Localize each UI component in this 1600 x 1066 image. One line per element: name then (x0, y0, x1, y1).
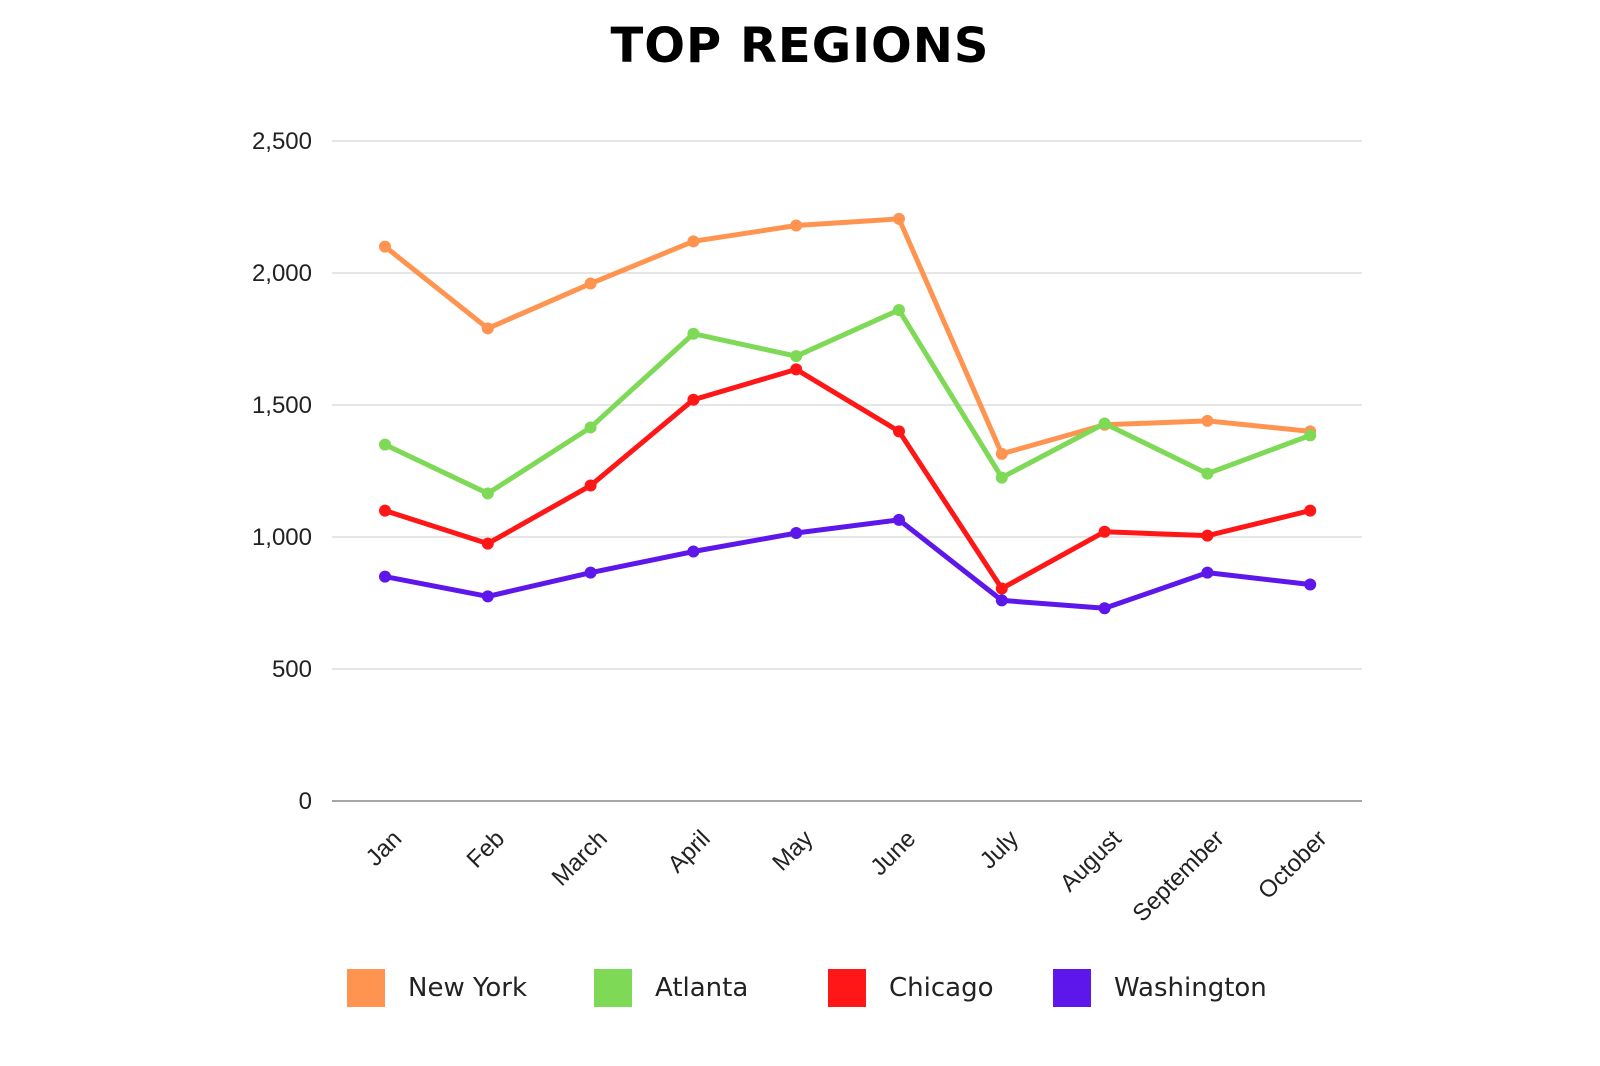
series-path (382, 366, 1313, 591)
data-point (1098, 525, 1111, 538)
data-point (1098, 417, 1111, 430)
x-tick-label: June (865, 825, 921, 881)
y-tick-label: 500 (272, 656, 312, 683)
x-tick-label: July (975, 825, 1024, 874)
data-point (790, 219, 803, 232)
data-point (687, 393, 700, 406)
legend-entry: New York (347, 969, 527, 1007)
data-point (481, 487, 494, 500)
x-tick-label: March (547, 825, 613, 891)
data-point (687, 545, 700, 558)
x-tick-label: September (1128, 825, 1230, 927)
x-tick-label: Jan (361, 825, 407, 871)
data-point (893, 212, 905, 225)
data-point (790, 527, 803, 540)
data-point (1201, 414, 1214, 427)
y-tick-label: 2,000 (252, 260, 312, 287)
data-point (584, 479, 597, 492)
data-point (687, 235, 700, 248)
data-point (584, 421, 597, 434)
series-line (379, 303, 1317, 500)
data-point (379, 438, 391, 451)
data-point (893, 303, 905, 316)
series-line (379, 363, 1317, 595)
x-axis-ticks: Jan Feb March April May June July August Septemb… (361, 825, 1333, 927)
legend: New York Atlanta Chicago Washington (347, 969, 1267, 1007)
y-tick-label: 2,500 (252, 128, 312, 155)
data-point (481, 590, 494, 603)
y-tick-label: 1,000 (252, 524, 312, 551)
data-point (995, 447, 1008, 460)
data-point (1201, 529, 1214, 542)
data-point (790, 363, 803, 376)
data-point (893, 425, 905, 438)
x-tick-label: May (767, 825, 818, 876)
series-path (382, 307, 1313, 496)
legend-entry: Atlanta (594, 969, 748, 1007)
data-point (584, 277, 597, 290)
data-point (1304, 504, 1317, 517)
series-lines (379, 212, 1317, 615)
data-point (379, 570, 391, 583)
data-point (1201, 467, 1214, 480)
data-point (481, 322, 494, 335)
data-point (995, 471, 1008, 484)
data-point (790, 350, 803, 363)
data-point (481, 537, 494, 550)
series-line (379, 212, 1317, 460)
series-line (379, 513, 1317, 615)
legend-swatch (594, 969, 632, 1007)
x-tick-label: Feb (462, 825, 510, 873)
y-tick-label: 1,500 (252, 392, 312, 419)
legend-entry: Chicago (828, 969, 994, 1007)
x-tick-label: October (1253, 825, 1332, 904)
y-tick-label: 0 (299, 788, 312, 815)
legend-label: Atlanta (655, 973, 748, 1003)
data-point (687, 327, 700, 340)
legend-swatch (347, 969, 385, 1007)
legend-swatch (1053, 969, 1091, 1007)
data-point (1201, 566, 1214, 579)
series-path (382, 517, 1313, 611)
data-point (584, 566, 597, 579)
data-point (1098, 602, 1111, 615)
y-axis-ticks: 0 500 1,000 1,500 2,000 2,500 (252, 128, 312, 815)
x-tick-label: August (1055, 825, 1127, 897)
x-tick-label: April (663, 825, 716, 878)
series-path (382, 216, 1313, 457)
legend-entry: Washington (1053, 969, 1267, 1007)
data-point (1304, 578, 1317, 591)
legend-label: Chicago (889, 973, 994, 1003)
data-point (1304, 429, 1317, 442)
data-point (893, 513, 905, 526)
legend-label: New York (408, 973, 527, 1003)
legend-swatch (828, 969, 866, 1007)
data-point (995, 594, 1008, 607)
data-point (995, 582, 1008, 595)
legend-label: Washington (1114, 973, 1267, 1003)
data-point (379, 240, 391, 253)
data-point (379, 504, 391, 517)
chart-title: TOP REGIONS (610, 18, 990, 74)
